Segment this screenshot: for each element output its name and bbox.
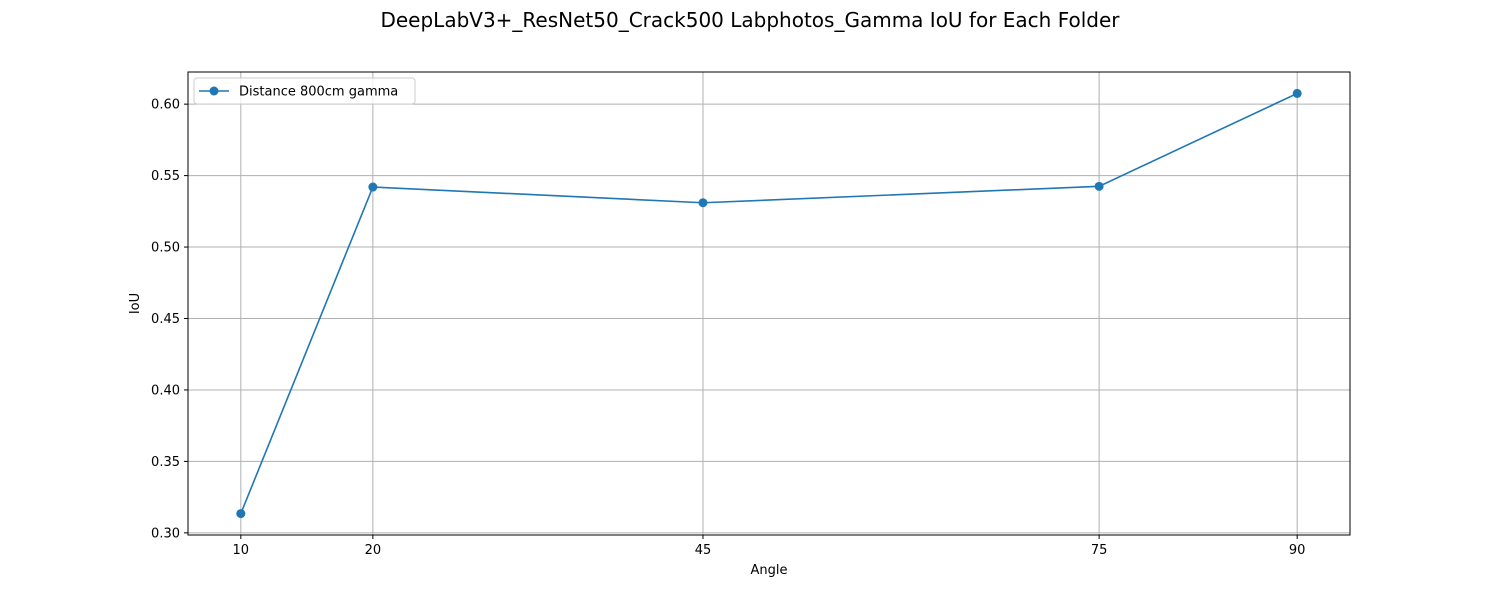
- data-point: [1292, 88, 1302, 98]
- y-tick-label: 0.45: [151, 312, 180, 327]
- series-layer: [236, 88, 1302, 519]
- data-point: [698, 198, 708, 208]
- grid-lines: [188, 72, 1350, 535]
- y-tick-label: 0.60: [151, 98, 180, 113]
- x-tick-label: 20: [365, 543, 382, 558]
- axes-frame: [187, 71, 1351, 536]
- data-point: [368, 182, 378, 192]
- y-tick-label: 0.40: [151, 383, 180, 398]
- x-tick-label: 90: [1289, 543, 1306, 558]
- legend-box: [193, 77, 416, 105]
- data-point: [236, 509, 246, 519]
- x-tick-label: 45: [695, 543, 712, 558]
- y-tick-label: 0.50: [151, 241, 180, 256]
- y-axis-label: IoU: [128, 293, 143, 314]
- chart-title: DeepLabV3+_ResNet50_Crack500 Labphotos_G…: [380, 8, 1120, 32]
- x-tick-label: 75: [1091, 543, 1108, 558]
- legend-entry-label: Distance 800cm gamma: [239, 85, 398, 100]
- legend: Distance 800cm gamma: [193, 77, 416, 105]
- data-point: [1094, 181, 1104, 191]
- y-tick-label: 0.30: [151, 526, 180, 541]
- x-axis-label: Angle: [751, 563, 788, 578]
- y-tick-label: 0.35: [151, 455, 180, 470]
- legend-marker-swatch: [209, 86, 219, 96]
- tick-layer: 10 20 45 75 90 0.30 0.35 0.40 0.45 0.50 0.55 0.60: [151, 98, 1305, 558]
- y-tick-label: 0.55: [151, 169, 180, 184]
- series-line: [240, 92, 1298, 514]
- x-tick-label: 10: [233, 543, 250, 558]
